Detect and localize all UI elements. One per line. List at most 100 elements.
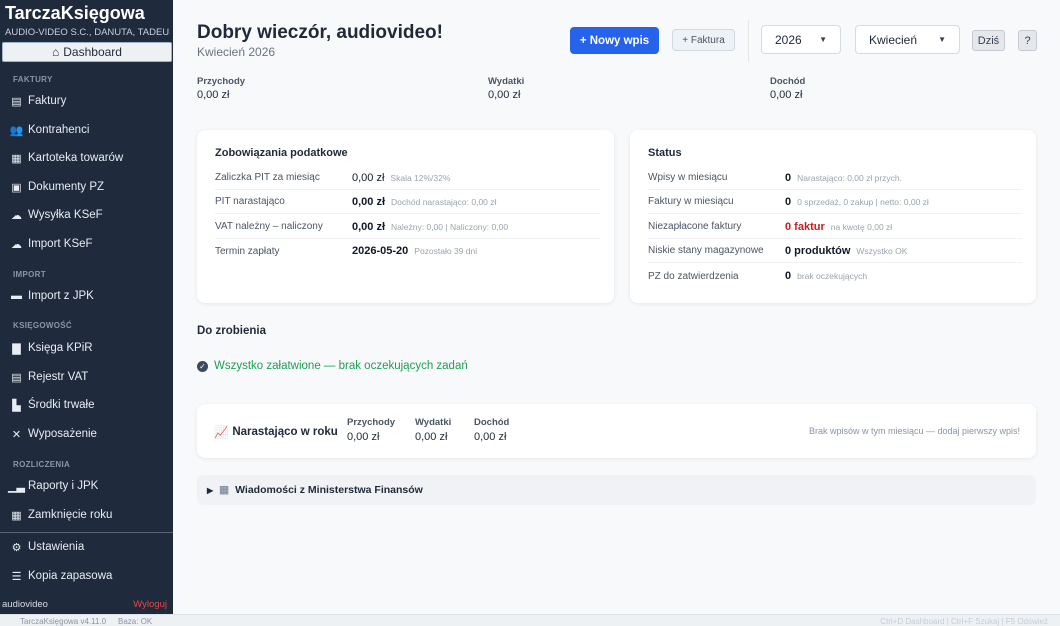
page-subtitle: Kwiecień 2026: [197, 45, 276, 59]
todo-status: ✓ Wszystko załatwione — brak oczekujących…: [197, 360, 468, 372]
app-version: TarczaKsięgowa v4.11.0: [20, 617, 107, 626]
row-hint: na kwotę 0,00 zł: [830, 221, 893, 232]
sidebar-item-raporty[interactable]: ▁▃ Raporty i JPK: [8, 477, 99, 495]
sidebar-item-dokumenty-pz[interactable]: ▣ Dokumenty PZ: [10, 178, 104, 196]
status-row: PZ do zatwierdzenia 0 brak oczekujących: [648, 264, 1022, 288]
cloud-download-icon: ☁: [11, 238, 22, 251]
sidebar-item-import-ksef[interactable]: ☁ Import KSeF: [10, 235, 93, 253]
chevron-down-icon: ▼: [819, 35, 827, 44]
sidebar-item-ustawienia[interactable]: ⚙ Ustawienia: [10, 538, 85, 556]
app-brand: TarczaKsięgowa: [5, 3, 145, 23]
chart-increasing-icon: 📈: [214, 427, 229, 439]
sidebar-item-label: Import z JPK: [28, 290, 94, 302]
gear-icon: ⚙: [11, 541, 22, 554]
sidebar-item-label: Księga KPiR: [28, 342, 93, 354]
ytd-value: 0,00 zł: [415, 431, 448, 443]
sidebar-item-kartoteka[interactable]: ▦ Kartoteka towarów: [10, 149, 123, 167]
ytd-value: 0,00 zł: [347, 431, 380, 443]
todo-message: Wszystko załatwione — brak oczekujących …: [214, 360, 468, 372]
news-expander[interactable]: ▶ ▦ Wiadomości z Ministerstwa Finansów: [197, 475, 1036, 505]
card-title: Zobowiązania podatkowe: [215, 147, 348, 159]
status-row: Niezapłacone faktury 0 faktur na kwotę 0,0…: [648, 215, 1022, 239]
sidebar-item-dashboard[interactable]: ⌂ Dashboard: [2, 42, 172, 62]
summary-wydatki: Wydatki 0,00 zł: [488, 76, 524, 101]
tax-row: Termin zapłaty 2026-05-20 Pozostało 39 dni: [215, 239, 600, 263]
today-button[interactable]: Dziś: [972, 30, 1005, 51]
logout-link[interactable]: Wyloguj: [133, 599, 167, 610]
year-value: 2026: [775, 32, 802, 47]
status-row: Wpisy w miesiącu 0 Narastająco: 0,00 zł pr…: [648, 166, 1022, 190]
summary-value: 0,00 zł: [770, 89, 803, 101]
status-card: Status Wpisy w miesiącu 0 Narastająco: 0,0…: [630, 130, 1036, 303]
ytd-label: Przychody: [347, 417, 396, 428]
ytd-label: Wydatki: [415, 417, 452, 428]
ytd-card: 📈 Narastająco w roku Przychody 0,00 zł Wyd…: [197, 404, 1036, 458]
row-value: 0,00 zł: [352, 220, 386, 233]
row-hint: Należny: 0,00 | Naliczony: 0,00: [391, 221, 509, 232]
sidebar-item-label: Wysyłka KSeF: [28, 209, 103, 221]
row-label: PZ do zatwierdzenia: [648, 270, 739, 282]
month-value: Kwiecień: [869, 32, 918, 47]
sidebar-item-wysylka-ksef[interactable]: ☁ Wysyłka KSeF: [10, 206, 103, 224]
row-label: Wpisy w miesiącu: [648, 172, 728, 183]
calendar-check-icon: ▦: [11, 509, 22, 522]
tools-icon: ✕: [11, 428, 22, 441]
row-label: Termin zapłaty: [215, 245, 280, 257]
summary-dochod: Dochód 0,00 zł: [770, 76, 805, 101]
book-icon: ▇: [12, 342, 21, 355]
year-select[interactable]: 2026 ▼: [761, 25, 841, 54]
row-value: 0: [785, 270, 792, 282]
ytd-empty-message: Brak wpisów w tym miesiącu — dodaj pierw…: [808, 426, 1020, 436]
sidebar-item-rejestr-vat[interactable]: ▤ Rejestr VAT: [10, 368, 88, 386]
tax-row: Zaliczka PIT za miesiąc 0,00 zł Skala 12%/…: [215, 166, 600, 190]
help-button[interactable]: ?: [1018, 30, 1037, 51]
sidebar-item-label: Wyposażenie: [28, 428, 97, 440]
summary-przychody: Przychody 0,00 zł: [197, 76, 245, 101]
row-hint: Pozostało 39 dni: [414, 246, 478, 256]
chart-bar-icon: ▁▃: [8, 480, 25, 493]
row-label: Zaliczka PIT za miesiąc: [215, 172, 320, 183]
ytd-wydatki: Wydatki 0,00 zł: [415, 417, 451, 443]
sidebar-item-import-jpk[interactable]: ▬ Import z JPK: [10, 287, 94, 305]
row-hint: Narastająco: 0,00 zł przych.: [797, 172, 903, 183]
summary-value: 0,00 zł: [488, 89, 521, 101]
row-label: PIT narastająco: [215, 196, 285, 207]
ytd-title-text: Narastająco w roku: [232, 426, 338, 438]
section-import: IMPORT: [13, 270, 46, 279]
ytd-label: Dochód: [474, 417, 510, 428]
triangle-right-icon: ▶: [207, 485, 214, 495]
sidebar-item-ksiega-kpir[interactable]: ▇ Księga KPiR: [10, 339, 93, 357]
sidebar-item-label: Kartoteka towarów: [28, 152, 124, 164]
sidebar-item-srodki-trwale[interactable]: ▙ Środki trwałe: [10, 396, 94, 414]
sidebar-item-label: Dokumenty PZ: [28, 181, 105, 193]
summary-label: Wydatki: [488, 76, 525, 87]
cloud-upload-icon: ☁: [11, 209, 22, 222]
new-entry-button[interactable]: + Nowy wpis: [570, 27, 659, 54]
tax-card: Zobowiązania podatkowe Zaliczka PIT za m…: [197, 130, 614, 303]
summary-label: Dochód: [770, 76, 806, 87]
sidebar-item-faktury[interactable]: ▤ Faktury: [10, 92, 66, 110]
month-select[interactable]: Kwiecień ▼: [855, 25, 960, 54]
chevron-down-icon: ▼: [938, 35, 946, 44]
sidebar-item-label: Rejestr VAT: [28, 371, 89, 383]
new-invoice-button[interactable]: + Faktura: [672, 29, 735, 51]
summary-label: Przychody: [197, 76, 246, 87]
database-icon: ☰: [11, 570, 22, 583]
current-user: audiovideo: [2, 599, 48, 610]
sidebar-item-label: Ustawienia: [28, 541, 85, 553]
sidebar-item-zamkniecie-roku[interactable]: ▦ Zamknięcie roku: [10, 506, 112, 524]
sidebar-item-label: Raporty i JPK: [28, 480, 99, 492]
section-ksiegowosc: KSIĘGOWOŚĆ: [13, 321, 73, 330]
row-value: 0,00 zł: [352, 195, 386, 208]
sidebar-item-kopia[interactable]: ☰ Kopia zapasowa: [10, 567, 113, 585]
boxes-icon: ▦: [11, 152, 22, 165]
home-icon: ⌂: [52, 45, 60, 59]
row-value: 0: [785, 195, 792, 208]
keyboard-shortcuts: Ctrl+D Dashboard | Ctrl+F Szukaj | F5 Od…: [880, 617, 1048, 626]
row-value: 0: [785, 171, 792, 184]
tax-row: PIT narastająco 0,00 zł Dochód narastająco…: [215, 190, 600, 214]
card-title: Status: [648, 147, 682, 159]
sidebar-item-wyposazenie[interactable]: ✕ Wyposażenie: [10, 425, 97, 443]
row-value: 0 faktur: [785, 220, 825, 233]
sidebar-item-kontrahenci[interactable]: 👥 Kontrahenci: [10, 121, 90, 139]
